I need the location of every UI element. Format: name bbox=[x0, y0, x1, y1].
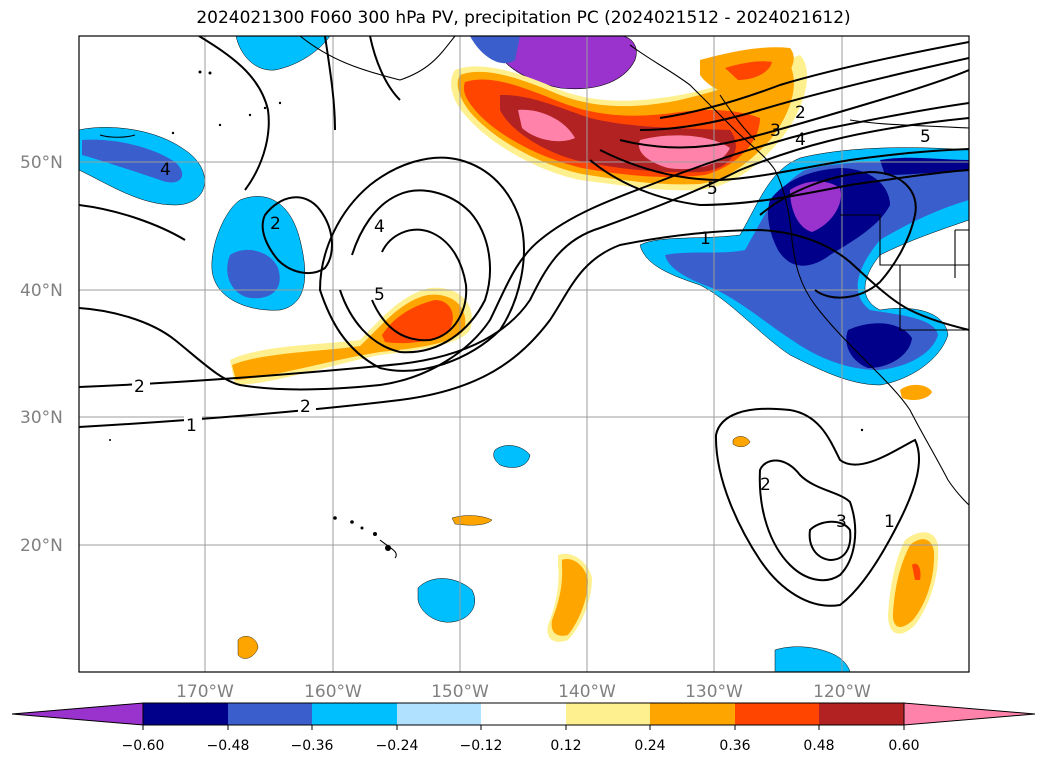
pv-label-2e: 2 bbox=[760, 475, 771, 495]
pv-contours bbox=[79, 36, 969, 607]
colorbar-tick-7: 0.36 bbox=[719, 738, 750, 754]
pv-contour-2-loop bbox=[261, 196, 333, 275]
precip-fill bbox=[79, 36, 969, 672]
colorbar-tick-4: −0.12 bbox=[460, 738, 503, 754]
colorbar-bin-2 bbox=[228, 703, 312, 725]
lat-label-40n: 40°N bbox=[20, 281, 63, 301]
pv-label-1c: 1 bbox=[884, 512, 895, 532]
pv-contour-4 bbox=[339, 189, 491, 354]
pv-label-2c: 2 bbox=[270, 214, 281, 234]
lat-label-20n: 20°N bbox=[20, 536, 63, 556]
colorbar-tick-6: 0.24 bbox=[634, 738, 665, 754]
pv-label-3b: 3 bbox=[836, 512, 847, 532]
pv-label-4b: 4 bbox=[374, 217, 385, 237]
colorbar-bin-3 bbox=[312, 703, 397, 725]
islands bbox=[109, 70, 864, 551]
colorbar-extend-left bbox=[11, 702, 144, 726]
map-title: 2024021300 F060 300 hPa PV, precipitatio… bbox=[196, 8, 851, 28]
pv-label-4c: 4 bbox=[795, 130, 806, 150]
lon-label-140w: 140°W bbox=[558, 682, 616, 702]
lat-label-30n: 30°N bbox=[20, 408, 63, 428]
colorbar-extend-right bbox=[903, 702, 1036, 726]
gridlines bbox=[79, 36, 969, 672]
colorbar-tick-0: −0.60 bbox=[122, 738, 165, 754]
pv-contour-1 bbox=[79, 228, 969, 428]
pv-label-3a: 3 bbox=[770, 121, 781, 141]
colorbar-bin-4 bbox=[397, 703, 481, 725]
pv-label-4a: 4 bbox=[160, 160, 171, 180]
colorbar-tick-3: −0.24 bbox=[376, 738, 419, 754]
pv-label-2a: 2 bbox=[134, 377, 145, 397]
lon-label-170w: 170°W bbox=[176, 682, 234, 702]
pv-label-2d: 2 bbox=[795, 103, 806, 123]
map-border bbox=[78, 35, 970, 673]
pv-contour-labels: 1 2 2 2 4 4 5 1 2 3 4 5 5 2 3 1 bbox=[132, 103, 931, 532]
pv-label-5b: 5 bbox=[920, 127, 931, 147]
pv-contour-2 bbox=[79, 117, 969, 388]
pv-contour-south bbox=[714, 407, 921, 607]
colorbar-bin-7 bbox=[650, 703, 735, 725]
colorbar-tick-8: 0.48 bbox=[803, 738, 834, 754]
lon-label-120w: 120°W bbox=[813, 682, 871, 702]
pv-label-1b: 1 bbox=[700, 229, 711, 249]
lon-labels: 170°W 160°W 150°W 140°W 130°W 120°W bbox=[176, 682, 871, 702]
map-panel[interactable]: 1 2 2 2 4 4 5 1 2 3 4 5 5 2 3 1 bbox=[79, 36, 969, 672]
colorbar-bin-9 bbox=[819, 703, 904, 725]
colorbar-bin-1 bbox=[143, 703, 228, 725]
colorbar-tick-9: 0.60 bbox=[888, 738, 919, 754]
colorbar-bin-6 bbox=[566, 703, 650, 725]
pv-label-2b: 2 bbox=[300, 397, 311, 417]
pv-label-5c: 5 bbox=[707, 179, 718, 199]
pv-label-5a: 5 bbox=[374, 285, 385, 305]
pv-label-1a: 1 bbox=[186, 416, 197, 436]
colorbar-bin-8 bbox=[735, 703, 819, 725]
colorbar-tick-1: −0.48 bbox=[207, 738, 250, 754]
pv-contour-5 bbox=[371, 228, 468, 342]
lat-label-50n: 50°N bbox=[20, 153, 63, 173]
lon-label-160w: 160°W bbox=[304, 682, 362, 702]
lat-labels: 50°N 40°N 30°N 20°N bbox=[20, 153, 63, 556]
colorbar-tick-2: −0.36 bbox=[291, 738, 334, 754]
lon-label-130w: 130°W bbox=[685, 682, 743, 702]
lon-label-150w: 150°W bbox=[431, 682, 489, 702]
colorbar-tick-5: 0.12 bbox=[550, 738, 581, 754]
colorbar: −0.60 −0.48 −0.36 −0.24 −0.12 0.12 0.24 … bbox=[11, 702, 1036, 754]
colorbar-bin-5 bbox=[481, 703, 566, 725]
